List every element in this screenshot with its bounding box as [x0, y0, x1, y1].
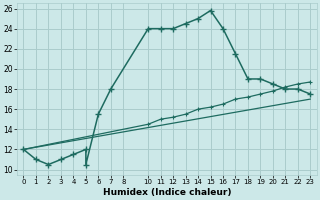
X-axis label: Humidex (Indice chaleur): Humidex (Indice chaleur) [103, 188, 231, 197]
